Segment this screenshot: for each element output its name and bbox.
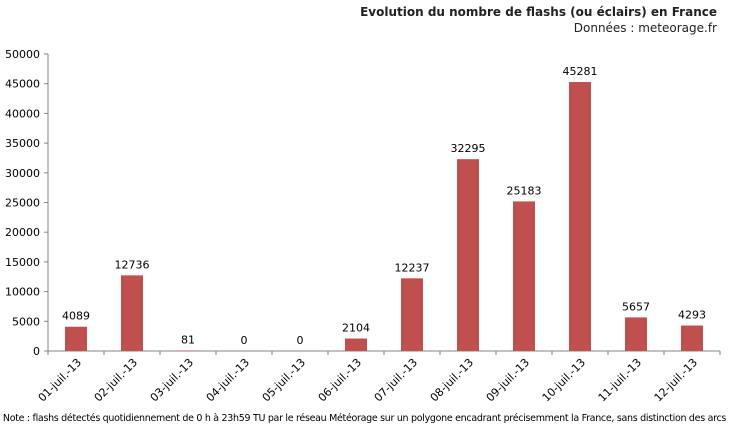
y-tick-label: 30000 [5,167,40,180]
y-tick-label: 35000 [5,137,40,150]
chart-title: Evolution du nombre de flashs (ou éclair… [360,5,717,19]
x-tick-label: 11-juil.-13 [596,356,644,404]
bar [401,278,423,351]
bar [513,201,535,351]
chart-subtitle: Données : meteorage.fr [573,21,717,35]
y-tick-label: 40000 [5,107,40,120]
x-tick-label: 08-juil.-13 [428,356,476,404]
y-tick-label: 45000 [5,78,40,91]
data-label: 81 [181,334,195,347]
x-tick-label: 01-juil.-13 [36,356,84,404]
bar [65,326,87,351]
y-tick-label: 15000 [5,256,40,269]
data-label: 4089 [62,310,90,323]
x-tick-label: 03-juil.-13 [148,356,196,404]
bar [625,317,647,351]
y-tick-label: 25000 [5,197,40,210]
bar [121,275,143,351]
x-tick-label: 09-juil.-13 [484,356,532,404]
bar [457,159,479,351]
data-label: 25183 [507,184,542,197]
data-label: 4293 [678,308,706,321]
data-label: 5657 [622,300,650,313]
x-tick-label: 02-juil.-13 [92,356,140,404]
data-label: 0 [241,334,248,347]
data-label: 45281 [563,65,598,78]
bar [681,325,703,351]
x-tick-label: 10-juil.-13 [540,356,588,404]
x-tick-label: 07-juil.-13 [372,356,420,404]
data-label: 2104 [342,322,370,335]
x-tick-label: 12-juil.-13 [652,356,700,404]
data-label: 0 [297,334,304,347]
data-label: 32295 [451,142,486,155]
y-tick-label: 20000 [5,226,40,239]
y-tick-label: 5000 [12,315,40,328]
y-tick-label: 50000 [5,48,40,61]
data-label: 12237 [395,261,430,274]
x-tick-label: 06-juil.-13 [316,356,364,404]
y-tick-label: 0 [33,345,40,358]
x-tick-label: 05-juil.-13 [260,356,308,404]
y-tick-label: 10000 [5,286,40,299]
data-label: 12736 [115,258,150,271]
bar [569,82,591,352]
x-tick-label: 04-juil.-13 [204,356,252,404]
chart-note: Note : flashs détectés quotidiennement d… [2,413,727,424]
bar [345,338,367,351]
